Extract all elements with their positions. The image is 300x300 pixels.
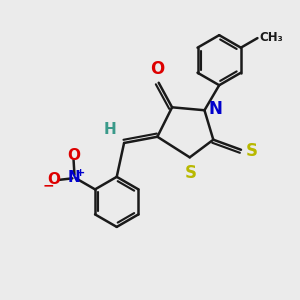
Text: N: N [208,100,222,118]
Text: O: O [47,172,60,187]
Text: O: O [150,60,164,78]
Text: O: O [67,148,80,164]
Text: +: + [76,168,86,178]
Text: S: S [245,142,257,160]
Text: CH₃: CH₃ [260,31,284,44]
Text: N: N [68,170,81,185]
Text: S: S [185,164,197,182]
Text: −: − [43,178,55,192]
Text: H: H [104,122,117,136]
